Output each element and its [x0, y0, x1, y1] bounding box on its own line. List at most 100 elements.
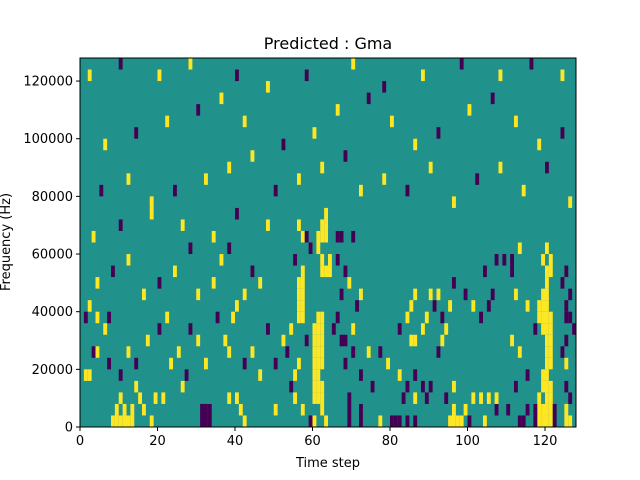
heatmap-cell: [510, 334, 515, 347]
heatmap-cell: [548, 415, 553, 427]
heatmap-cell: [541, 323, 546, 335]
heatmap-cell: [339, 288, 344, 301]
heatmap-cell: [560, 69, 565, 82]
heatmap-cell: [188, 242, 193, 255]
heatmap-cell: [227, 392, 232, 404]
heatmap-cell: [537, 415, 542, 427]
heatmap-cell: [165, 115, 170, 128]
heatmap-cell: [235, 300, 239, 312]
heatmap-cell: [134, 357, 139, 370]
heatmap-cell: [118, 415, 123, 427]
heatmap-cell: [173, 265, 177, 278]
heatmap-cell: [405, 380, 410, 393]
heatmap-cell: [548, 323, 553, 335]
heatmap-cell: [444, 323, 449, 335]
heatmap-cell: [312, 369, 317, 381]
heatmap-cell: [502, 254, 507, 266]
heatmap-cell: [533, 323, 538, 335]
heatmap-cell: [537, 138, 542, 151]
heatmap-cell: [126, 346, 131, 358]
heatmap-cell: [169, 357, 174, 370]
heatmap-cell: [413, 415, 418, 427]
heatmap-cell: [409, 334, 414, 347]
heatmap-cell: [510, 265, 515, 278]
heatmap-cell: [95, 311, 100, 324]
heatmap-cell: [359, 288, 363, 301]
heatmap-cell: [343, 265, 348, 278]
heatmap-cell: [149, 207, 154, 220]
heatmap-cell: [548, 403, 553, 416]
heatmap-cell: [386, 357, 391, 370]
heatmap-cell: [541, 369, 546, 381]
heatmap-cell: [525, 403, 530, 416]
heatmap-cell: [366, 346, 371, 358]
heatmap-cell: [533, 415, 538, 427]
heatmap-cell: [320, 311, 325, 324]
heatmap-cell: [347, 277, 352, 289]
heatmap-cell: [300, 311, 305, 324]
heatmap-cell: [378, 346, 383, 358]
heatmap-cell: [393, 415, 398, 427]
heatmap-cell: [421, 323, 425, 335]
heatmap-cell: [293, 369, 298, 381]
heatmap-cell: [413, 369, 418, 381]
heatmap-cell: [560, 346, 565, 358]
heatmap-cell: [525, 369, 530, 381]
x-tick-label: 80: [382, 434, 399, 449]
heatmap-cell: [548, 311, 553, 324]
heatmap-cell: [413, 334, 418, 347]
heatmap-cell: [87, 69, 92, 82]
heatmap-cell: [308, 242, 313, 255]
heatmap-cell: [207, 415, 212, 427]
heatmap-cell: [545, 415, 549, 427]
heatmap-cell: [351, 323, 356, 335]
heatmap-cell: [95, 346, 100, 358]
heatmap-cell: [300, 277, 305, 289]
heatmap-cell: [312, 380, 317, 393]
heatmap-cell: [316, 334, 321, 347]
heatmap-cell: [514, 380, 518, 393]
heatmap-cell: [475, 173, 480, 185]
heatmap-cell: [312, 323, 317, 335]
heatmap-cell: [521, 415, 526, 427]
heatmap-cell: [517, 242, 522, 255]
heatmap-cell: [541, 380, 546, 393]
heatmap-cell: [529, 58, 534, 70]
heatmap-cell: [293, 392, 298, 404]
heatmap-cell: [517, 346, 522, 358]
heatmap-cell: [281, 334, 286, 347]
heatmap-cell: [548, 392, 553, 404]
heatmap-cell: [320, 254, 325, 266]
heatmap-cell: [328, 254, 332, 266]
heatmap-cell: [219, 254, 224, 266]
heatmap-cell: [266, 219, 270, 231]
heatmap-cell: [405, 415, 410, 427]
heatmap-cell: [514, 288, 518, 301]
heatmap-cell: [300, 403, 305, 416]
heatmap-cell: [312, 334, 317, 347]
heatmap-cell: [111, 415, 115, 427]
heatmap-cell: [397, 369, 402, 381]
heatmap-cell: [297, 219, 301, 231]
heatmap-cell: [219, 92, 224, 105]
heatmap-cell: [552, 403, 557, 416]
heatmap-cell: [471, 300, 476, 312]
heatmap-cell: [467, 415, 472, 427]
heatmap-cell: [316, 392, 321, 404]
heatmap-cell: [564, 380, 569, 393]
heatmap-cell: [545, 392, 549, 404]
heatmap-cell: [548, 334, 553, 347]
heatmap-cell: [273, 403, 278, 416]
heatmap-cell: [324, 230, 329, 243]
heatmap-cell: [494, 254, 499, 266]
heatmap-cell: [564, 311, 569, 324]
heatmap-cell: [545, 311, 549, 324]
heatmap-cell: [521, 184, 526, 197]
heatmap-cell: [351, 58, 356, 70]
heatmap-cell: [421, 69, 425, 82]
heatmap-cell: [316, 357, 321, 370]
heatmap-cell: [545, 265, 549, 278]
heatmap-cell: [339, 334, 344, 347]
heatmap-cell: [324, 207, 329, 220]
